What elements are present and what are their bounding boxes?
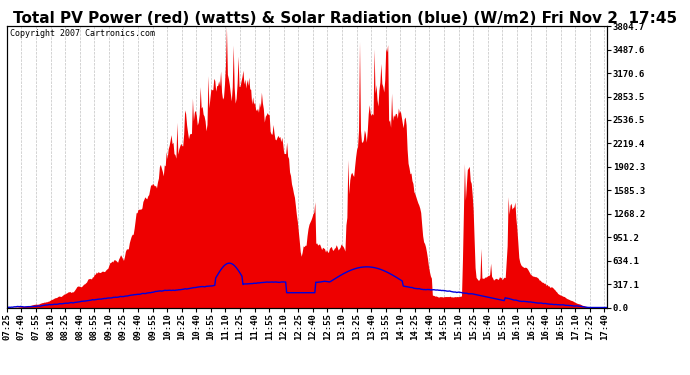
- Text: Total PV Power (red) (watts) & Solar Radiation (blue) (W/m2) Fri Nov 2  17:45: Total PV Power (red) (watts) & Solar Rad…: [13, 11, 677, 26]
- Text: Copyright 2007 Cartronics.com: Copyright 2007 Cartronics.com: [10, 29, 155, 38]
